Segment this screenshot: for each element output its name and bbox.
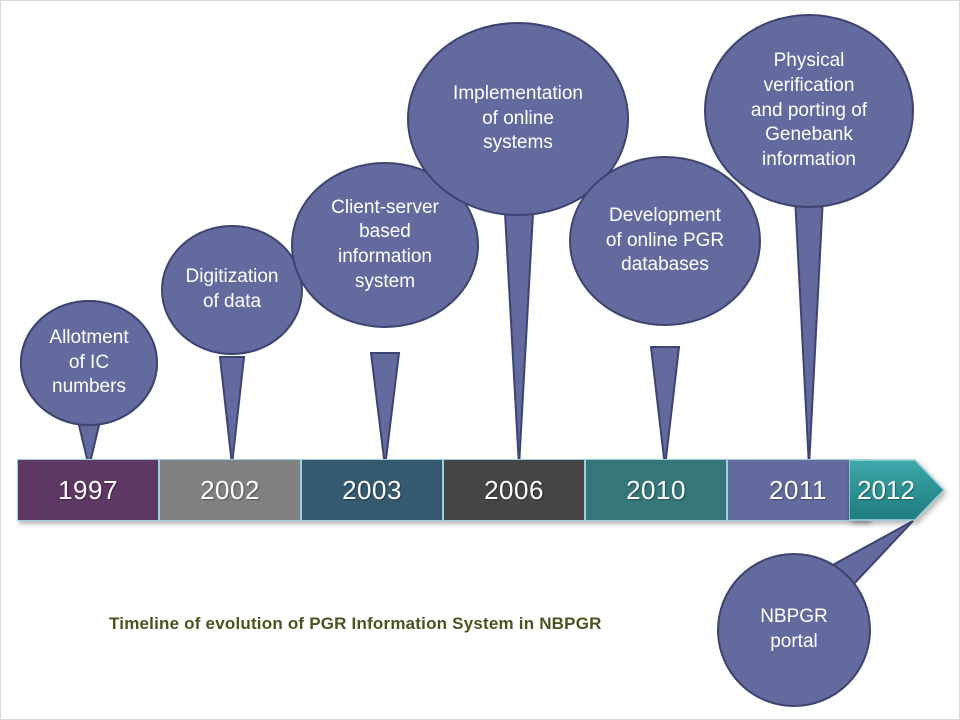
- timeline-segment-2002-year: 2002: [200, 474, 260, 505]
- arrow-head-icon: [849, 459, 945, 521]
- timeline-segment-2011-year: 2011: [769, 474, 827, 505]
- timeline-segment-2003-year: 2003: [342, 474, 402, 505]
- timeline-segment-1997[interactable]: 1997: [17, 459, 159, 521]
- diagram-caption: Timeline of evolution of PGR Information…: [109, 614, 602, 633]
- callout-2006-shape: [407, 22, 629, 468]
- callout-2012[interactable]: NBPGR portal: [701, 520, 941, 719]
- callout-2010-shape: [569, 156, 761, 468]
- callout-2002-shape: [161, 225, 303, 466]
- timeline-segment-2011[interactable]: 2011: [727, 459, 869, 521]
- timeline-segment-2012-year: 2012: [857, 474, 915, 505]
- timeline-segment-2006[interactable]: 2006: [443, 459, 585, 521]
- callout-2011-shape: [704, 14, 914, 468]
- timeline-segment-2006-year: 2006: [484, 474, 544, 505]
- timeline-bar: 1997 2002 2003 2006 2010 2011: [17, 459, 945, 529]
- timeline-segment-2003[interactable]: 2003: [301, 459, 443, 521]
- callout-1997-shape: [19, 300, 158, 468]
- timeline-segment-2002[interactable]: 2002: [159, 459, 301, 521]
- callout-2003-shape: [291, 162, 479, 468]
- callout-1997[interactable]: Allotment of IC numbers: [9, 289, 169, 469]
- timeline-segment-2010-year: 2010: [626, 474, 686, 505]
- timeline-segment-2012[interactable]: 2012: [849, 459, 945, 521]
- callout-2012-shape: [717, 520, 914, 707]
- callout-2011[interactable]: Physical verification and porting of Gen…: [701, 7, 917, 469]
- timeline-segment-2010[interactable]: 2010: [585, 459, 727, 521]
- timeline-segment-1997-year: 1997: [58, 474, 118, 505]
